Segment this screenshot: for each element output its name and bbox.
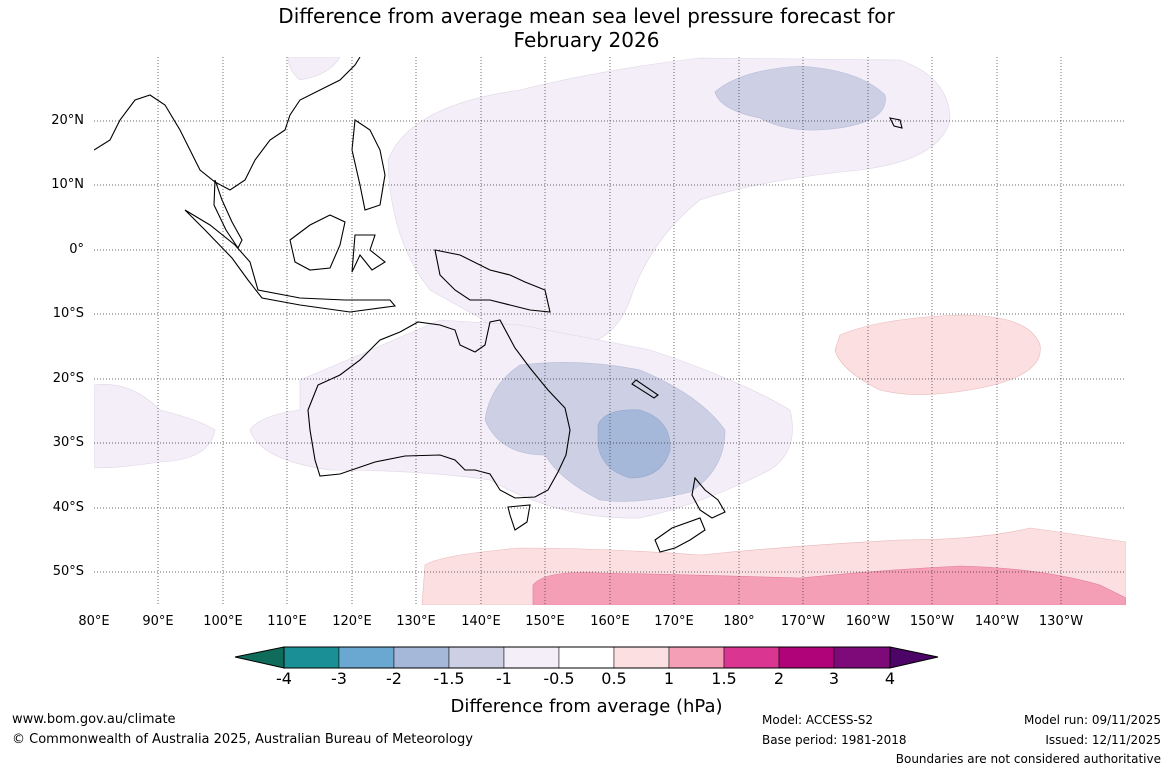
lon-label-140w: 140°W bbox=[974, 614, 1020, 629]
colorbar-tick: 3 bbox=[828, 669, 840, 688]
lon-label-150w: 150°W bbox=[909, 614, 955, 629]
anomaly-indian-ocean-negative bbox=[94, 384, 216, 469]
lon-label-180: 180° bbox=[723, 614, 755, 629]
boundaries-disclaimer: Boundaries are not considered authoritat… bbox=[895, 752, 1161, 766]
colorbar-tick: 1.5 bbox=[711, 669, 737, 688]
colorbar-tick: 1 bbox=[663, 669, 675, 688]
anomaly-tasman-core-negative bbox=[597, 409, 671, 479]
base-period: Base period: 1981-2018 bbox=[762, 733, 907, 747]
anomaly-southern-ocean-core-positive bbox=[532, 565, 1126, 605]
lat-label-40s: 40°S bbox=[52, 500, 84, 515]
anomaly-north-china-negative bbox=[287, 57, 341, 81]
model-run-date: Model run: 09/11/2025 bbox=[1023, 713, 1161, 727]
model-name: Model: ACCESS-S2 bbox=[762, 713, 874, 727]
lon-label-170w: 170°W bbox=[780, 614, 826, 629]
lon-label-80e: 80°E bbox=[78, 614, 110, 629]
colorbar-tick: -2 bbox=[386, 669, 402, 688]
lon-label-130w: 130°W bbox=[1038, 614, 1084, 629]
lat-label-10n: 10°N bbox=[51, 177, 84, 192]
lon-label-90e: 90°E bbox=[142, 614, 174, 629]
coastlines bbox=[94, 57, 903, 553]
lon-label-120e: 120°E bbox=[332, 614, 372, 629]
lon-label-100e: 100°E bbox=[203, 614, 243, 629]
lon-label-130e: 130°E bbox=[396, 614, 436, 629]
lat-label-20s: 20°S bbox=[52, 371, 84, 386]
lon-label-160e: 160°E bbox=[590, 614, 630, 629]
anomaly-south-pacific-positive bbox=[834, 314, 1041, 395]
asia-mainland-coastline bbox=[94, 57, 361, 191]
colorbar-tick: 0.5 bbox=[601, 669, 627, 688]
title-line-1: Difference from average mean sea level p… bbox=[278, 4, 895, 28]
colorbar-tick: -0.5 bbox=[543, 669, 575, 688]
chart-title: Difference from average mean sea level p… bbox=[0, 4, 1173, 52]
colorbar-tick: -4 bbox=[276, 669, 292, 688]
colorbar-tick: 4 bbox=[884, 669, 896, 688]
hawaii-coastline bbox=[889, 117, 903, 129]
lat-label-50s: 50°S bbox=[52, 564, 84, 579]
colorbar-tick: -1 bbox=[496, 669, 512, 688]
sulawesi-coastline bbox=[351, 234, 386, 273]
tasmania-coastline bbox=[507, 504, 531, 531]
lat-label-30s: 30°S bbox=[52, 435, 84, 450]
new-caledonia-coastline bbox=[631, 379, 659, 399]
colorbar-tick: -1.5 bbox=[433, 669, 465, 688]
lat-label-0: 0° bbox=[69, 242, 84, 257]
website-link[interactable]: www.bom.gov.au/climate bbox=[12, 712, 176, 727]
new-zealand-south-coastline bbox=[654, 517, 706, 553]
anomaly-hawaii-negative bbox=[714, 65, 886, 131]
colorbar-label: Difference from average (hPa) bbox=[450, 696, 723, 717]
graticule bbox=[94, 57, 1126, 605]
colorbar-tick: -3 bbox=[331, 669, 347, 688]
title-line-2: February 2026 bbox=[513, 28, 660, 52]
new-guinea-coastline bbox=[434, 249, 551, 313]
lat-label-10s: 10°S bbox=[52, 306, 84, 321]
new-zealand-north-coastline bbox=[691, 476, 726, 519]
lat-label-20n: 20°N bbox=[51, 113, 84, 128]
lon-label-110e: 110°E bbox=[267, 614, 307, 629]
copyright-text: © Commonwealth of Australia 2025, Austra… bbox=[12, 732, 473, 747]
philippines-coastline bbox=[351, 119, 386, 211]
borneo-coastline bbox=[289, 214, 346, 271]
lon-label-150e: 150°E bbox=[525, 614, 565, 629]
lon-label-170e: 170°E bbox=[654, 614, 694, 629]
australia-coastline bbox=[307, 319, 571, 499]
lon-label-140e: 140°E bbox=[461, 614, 501, 629]
colorbar-tick: 2 bbox=[773, 669, 785, 688]
lon-label-160w: 160°W bbox=[845, 614, 891, 629]
issued-date: Issued: 12/11/2025 bbox=[1045, 733, 1161, 747]
sumatra-java-coastline bbox=[184, 209, 397, 313]
malay-peninsula-coastline bbox=[213, 179, 243, 250]
